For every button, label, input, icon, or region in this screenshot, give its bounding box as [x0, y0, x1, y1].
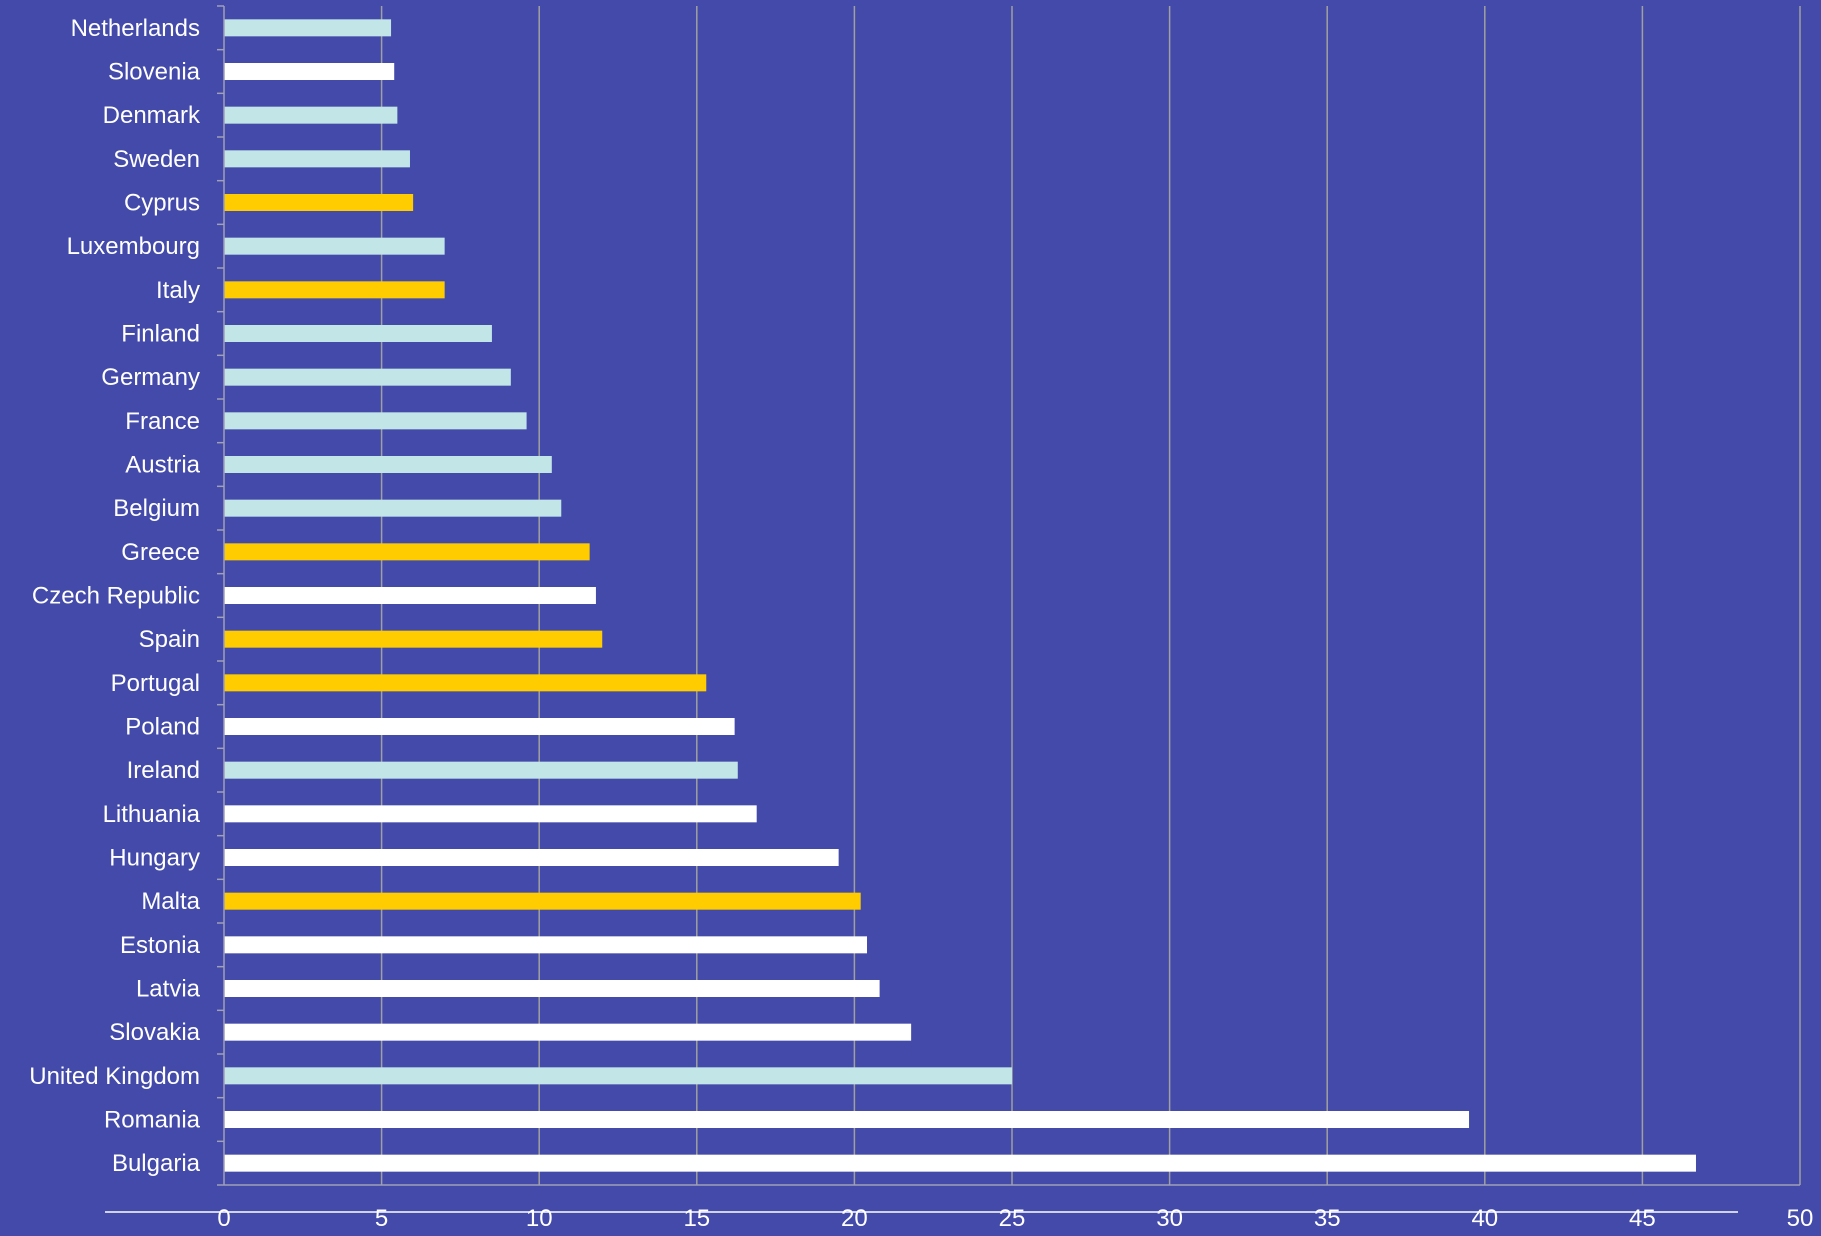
- category-label: United Kingdom: [29, 1063, 200, 1090]
- bar-slovakia: [224, 1023, 912, 1041]
- x-tick-label: 25: [999, 1205, 1026, 1231]
- category-label: France: [125, 408, 200, 435]
- category-label: Bulgaria: [112, 1150, 201, 1177]
- bar-portugal: [224, 674, 707, 692]
- x-tick-label: 30: [1156, 1205, 1183, 1231]
- category-label: Ireland: [127, 757, 200, 784]
- category-label: Italy: [156, 277, 200, 304]
- x-tick-labels: 0 5 10 15 20 25 30 35 40 45 50: [217, 1205, 1814, 1232]
- category-label: Germany: [101, 364, 200, 391]
- bar-netherlands: [224, 19, 392, 37]
- bar-ireland: [224, 761, 738, 779]
- bar-bulgaria: [224, 1154, 1696, 1172]
- category-label: Sweden: [113, 146, 200, 173]
- category-label: Spain: [139, 626, 200, 653]
- bar-poland: [224, 718, 735, 735]
- bar-czech-republic: [224, 587, 596, 604]
- category-label: Hungary: [109, 845, 200, 872]
- bar-united-kingdom: [224, 1067, 1012, 1085]
- bars: [224, 19, 1696, 1172]
- bar-luxembourg: [224, 237, 445, 255]
- x-tick-label: 0: [217, 1205, 230, 1231]
- x-tick-label: 15: [683, 1205, 710, 1231]
- bar-lithuania: [224, 805, 757, 823]
- category-label: Austria: [125, 452, 200, 479]
- bar-cyprus: [224, 194, 414, 211]
- bar-latvia: [224, 980, 880, 997]
- category-label: Cyprus: [124, 190, 200, 217]
- bar-france: [224, 412, 527, 430]
- category-label: Greece: [121, 539, 200, 566]
- bar-slovenia: [224, 63, 395, 80]
- category-label: Portugal: [111, 670, 200, 697]
- gridlines: [380, 6, 1801, 1185]
- axes: [105, 5, 1800, 1213]
- category-label: Latvia: [136, 976, 201, 1003]
- category-label: Finland: [121, 321, 200, 348]
- category-label: Netherlands: [71, 15, 200, 42]
- bar-finland: [224, 325, 492, 342]
- bar-italy: [224, 281, 445, 299]
- category-label: Lithuania: [103, 801, 201, 828]
- bar-belgium: [224, 499, 562, 517]
- bar-germany: [224, 368, 511, 386]
- category-label: Belgium: [113, 495, 200, 522]
- x-tick-label: 35: [1314, 1205, 1341, 1231]
- bar-austria: [224, 456, 552, 473]
- bar-romania: [224, 1111, 1470, 1128]
- category-label: Denmark: [103, 102, 201, 129]
- bar-sweden: [224, 150, 410, 168]
- category-label: Romania: [104, 1107, 201, 1134]
- x-tick-label: 20: [841, 1205, 868, 1231]
- bar-malta: [224, 892, 861, 910]
- x-tick-label: 45: [1629, 1205, 1656, 1231]
- category-label: Malta: [141, 888, 200, 915]
- x-tick-label: 10: [526, 1205, 553, 1231]
- category-labels: Netherlands Slovenia Denmark Sweden Cyprus Lu…: [29, 15, 201, 1177]
- x-tick-label: 50: [1787, 1205, 1814, 1231]
- bar-spain: [224, 630, 603, 648]
- x-tick-label: 5: [375, 1205, 388, 1231]
- category-label: Czech Republic: [32, 583, 200, 610]
- x-tick-label: 40: [1471, 1205, 1498, 1231]
- category-label: Slovakia: [109, 1019, 200, 1046]
- category-label: Slovenia: [108, 59, 201, 86]
- category-label: Estonia: [120, 932, 201, 959]
- bar-greece: [224, 543, 590, 561]
- category-label: Poland: [125, 714, 200, 741]
- category-label: Luxembourg: [67, 233, 200, 260]
- bar-denmark: [224, 106, 398, 124]
- bar-hungary: [224, 849, 839, 866]
- bar-estonia: [224, 936, 868, 954]
